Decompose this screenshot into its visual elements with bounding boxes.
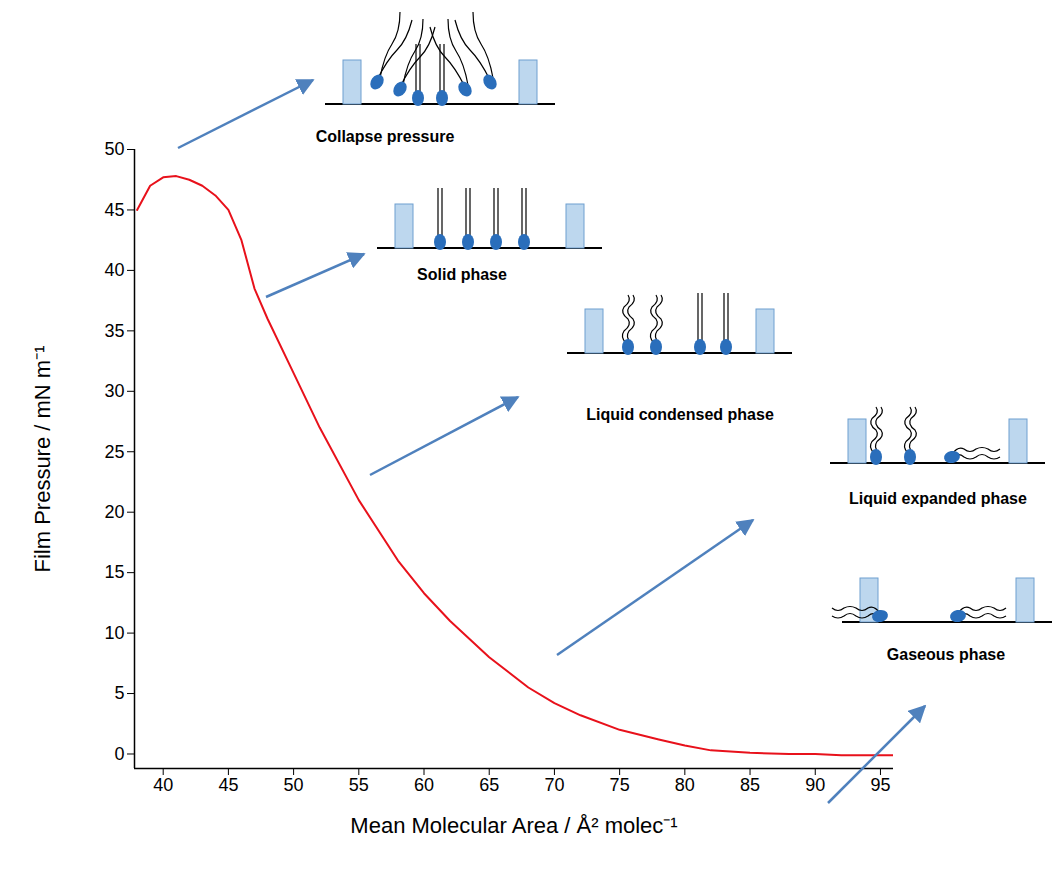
svg-text:80: 80 xyxy=(675,775,695,795)
svg-text:45: 45 xyxy=(104,200,124,220)
svg-text:35: 35 xyxy=(104,321,124,341)
svg-text:85: 85 xyxy=(740,775,760,795)
svg-text:90: 90 xyxy=(805,775,825,795)
svg-text:40: 40 xyxy=(153,775,173,795)
svg-text:5: 5 xyxy=(114,683,124,703)
svg-text:55: 55 xyxy=(349,775,369,795)
svg-text:Gaseous phase: Gaseous phase xyxy=(887,646,1005,663)
svg-text:0: 0 xyxy=(114,744,124,764)
svg-text:Liquid expanded phase: Liquid expanded phase xyxy=(849,490,1027,507)
svg-text:70: 70 xyxy=(544,775,564,795)
svg-text:Solid phase: Solid phase xyxy=(417,266,507,283)
svg-text:25: 25 xyxy=(104,442,124,462)
svg-text:50: 50 xyxy=(284,775,304,795)
svg-text:10: 10 xyxy=(104,623,124,643)
svg-text:60: 60 xyxy=(414,775,434,795)
svg-text:30: 30 xyxy=(104,381,124,401)
svg-text:40: 40 xyxy=(104,260,124,280)
svg-text:45: 45 xyxy=(218,775,238,795)
svg-text:75: 75 xyxy=(610,775,630,795)
svg-text:Collapse pressure: Collapse pressure xyxy=(316,128,455,145)
svg-text:Film Pressure / mN m⁻¹: Film Pressure / mN m⁻¹ xyxy=(30,346,55,573)
svg-text:65: 65 xyxy=(479,775,499,795)
svg-text:Mean Molecular Area / Å² molec: Mean Molecular Area / Å² molec⁻¹ xyxy=(350,813,677,838)
svg-text:95: 95 xyxy=(870,775,890,795)
svg-text:15: 15 xyxy=(104,562,124,582)
svg-text:20: 20 xyxy=(104,502,124,522)
svg-text:Liquid condensed phase: Liquid condensed phase xyxy=(586,406,774,423)
svg-text:50: 50 xyxy=(104,139,124,159)
